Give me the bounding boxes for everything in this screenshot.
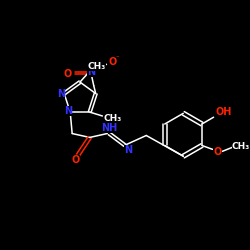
- Text: O: O: [108, 57, 116, 67]
- Text: NH: NH: [101, 123, 117, 133]
- Text: OH: OH: [215, 107, 232, 117]
- Text: N: N: [87, 67, 95, 77]
- Text: CH₃: CH₃: [232, 142, 250, 151]
- Text: O: O: [63, 69, 72, 79]
- Text: N: N: [124, 145, 132, 155]
- Text: CH₃: CH₃: [104, 114, 122, 124]
- Text: N: N: [64, 106, 72, 116]
- Text: O: O: [72, 155, 80, 165]
- Text: O: O: [213, 147, 222, 157]
- Text: CH₃: CH₃: [88, 62, 106, 71]
- Text: ⁻: ⁻: [115, 56, 119, 62]
- Text: N: N: [57, 88, 65, 99]
